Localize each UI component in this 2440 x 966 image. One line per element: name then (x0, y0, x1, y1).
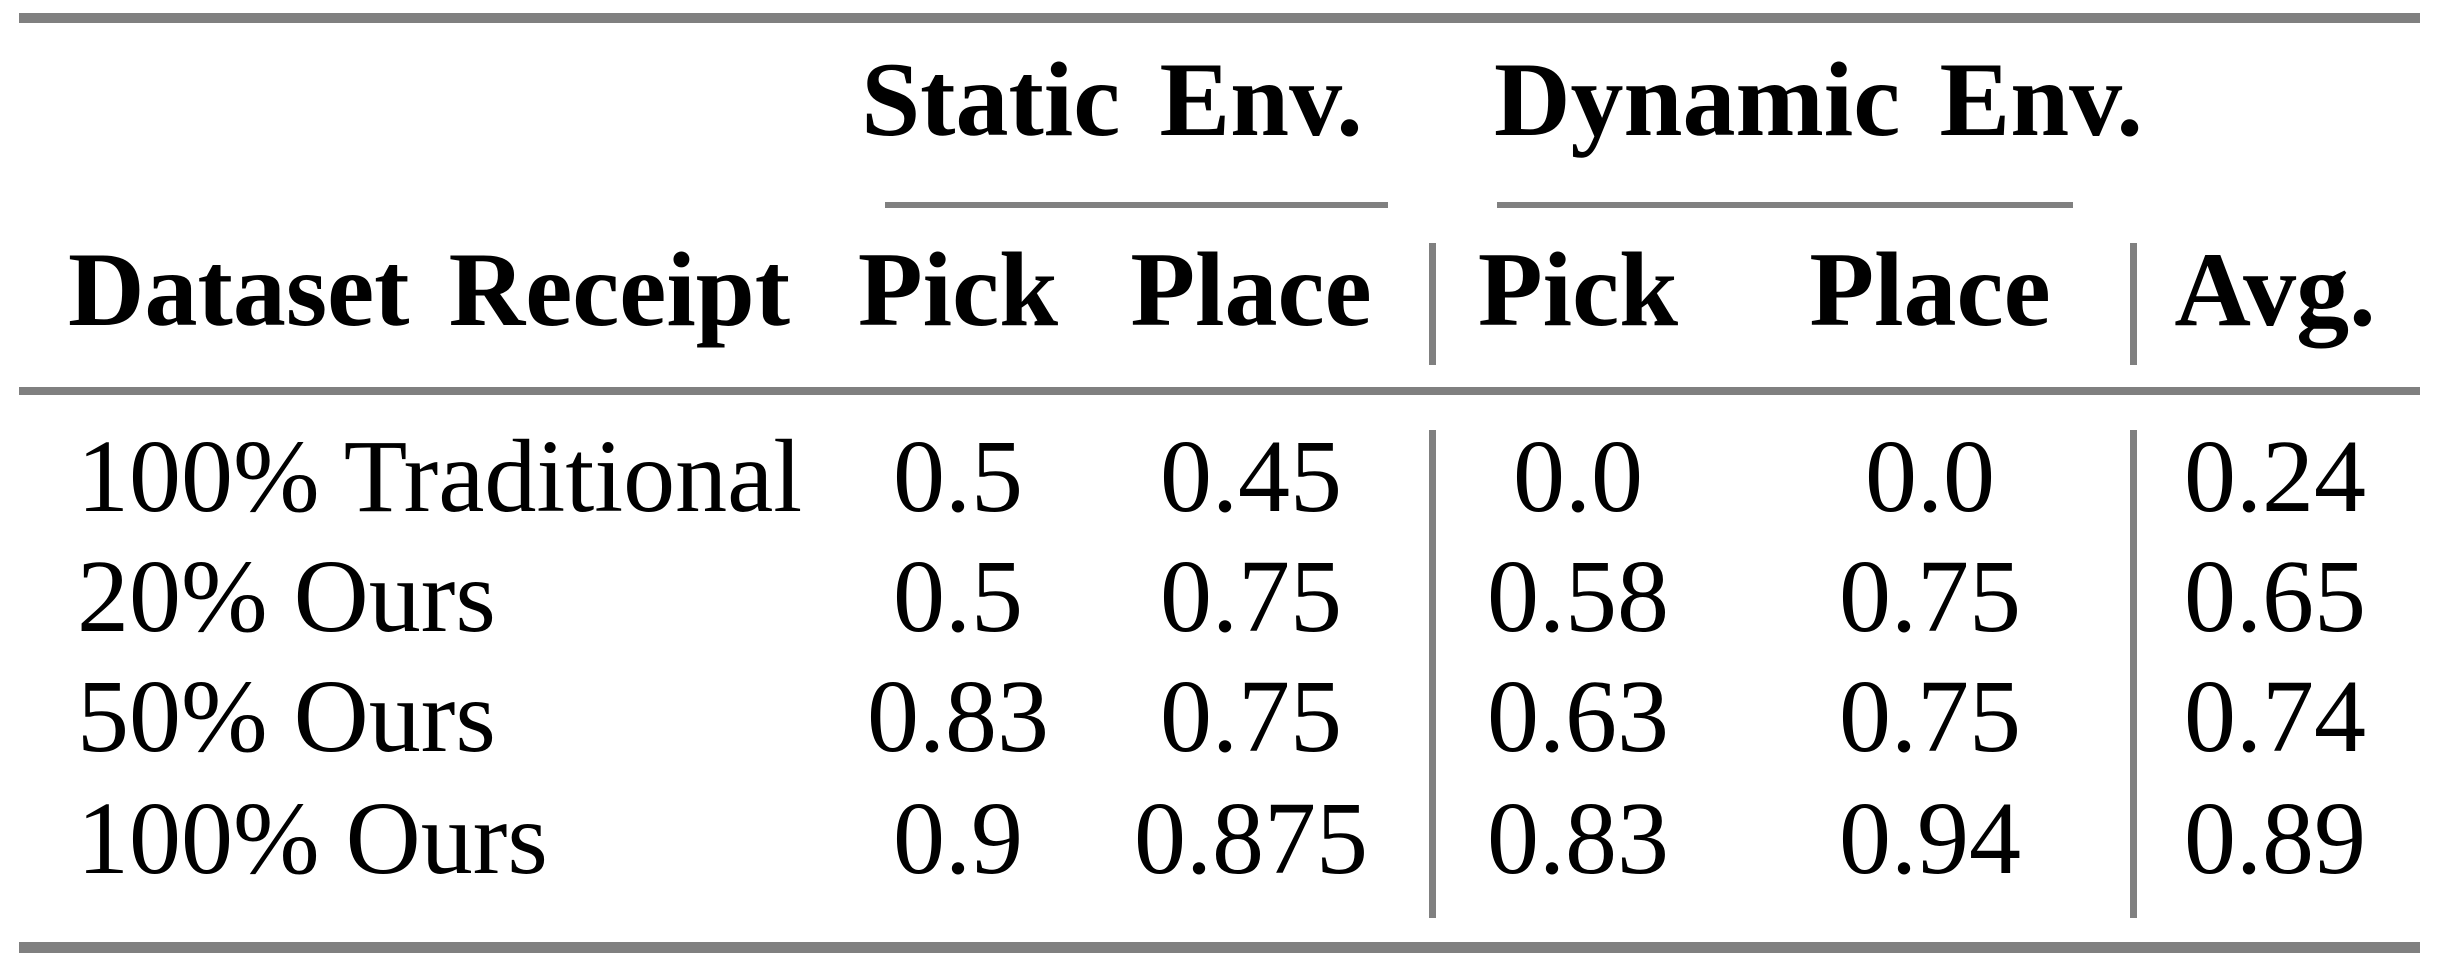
row-label: 100% Traditional (77, 419, 803, 534)
header-dynamic-pick: Pick (1477, 231, 1679, 348)
cell-value: 0.24 (2184, 419, 2366, 534)
cell-value: 0.83 (867, 659, 1049, 774)
column-group-dynamic-env: Dynamic Env. (1494, 41, 2143, 158)
header-static-pick: Pick (857, 231, 1059, 348)
cell-value: 0.83 (1487, 781, 1669, 896)
vertical-separator-avg (2130, 430, 2137, 918)
row-label: 50% Ours (77, 659, 496, 774)
header-divider-rule (19, 387, 2420, 395)
cell-value: 0.89 (2184, 781, 2366, 896)
row-label: 20% Ours (77, 539, 496, 654)
header-dynamic-place: Place (1809, 231, 2051, 348)
cell-value: 0.45 (1160, 419, 1342, 534)
cell-value: 0.9 (893, 781, 1023, 896)
header-avg: Avg. (2174, 231, 2376, 348)
vertical-separator-static-dynamic (1429, 430, 1436, 918)
cell-value: 0.0 (1513, 419, 1643, 534)
cell-value: 0.74 (2184, 659, 2366, 774)
bottom-rule (19, 942, 2420, 953)
cell-value: 0.75 (1160, 539, 1342, 654)
cell-value: 0.58 (1487, 539, 1669, 654)
cell-value: 0.5 (893, 419, 1023, 534)
cell-value: 0.75 (1839, 539, 2021, 654)
cell-value: 0.94 (1839, 781, 2021, 896)
header-static-place: Place (1130, 231, 1372, 348)
cell-value: 0.875 (1134, 781, 1368, 896)
column-group-static-env: Static Env. (861, 41, 1363, 158)
cell-value: 0.63 (1487, 659, 1669, 774)
top-rule (19, 13, 2420, 23)
cell-value: 0.75 (1160, 659, 1342, 774)
cell-value: 0.0 (1865, 419, 1995, 534)
dynamic-env-underline (1497, 202, 2073, 208)
vertical-separator-static-dynamic (1429, 243, 1436, 365)
static-env-underline (885, 202, 1388, 208)
header-dataset-receipt: Dataset Receipt (68, 231, 791, 348)
row-label: 100% Ours (77, 781, 548, 896)
vertical-separator-avg (2130, 243, 2137, 365)
cell-value: 0.75 (1839, 659, 2021, 774)
cell-value: 0.5 (893, 539, 1023, 654)
cell-value: 0.65 (2184, 539, 2366, 654)
